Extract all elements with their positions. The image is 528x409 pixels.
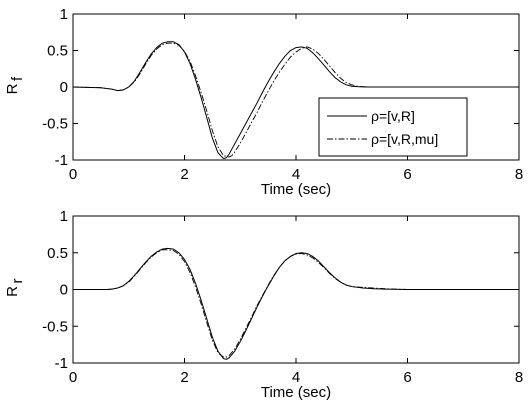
y-axis-label-sub: r (9, 279, 26, 284)
y-tick-label: 0.5 (47, 43, 68, 60)
series-line-dashdot (73, 249, 519, 358)
legend: ρ=[v,R] ρ=[v,R,mu] (318, 97, 468, 157)
y-tick-label: -0.5 (42, 116, 68, 133)
legend-entry-label: ρ=[v,R] (371, 108, 415, 124)
y-axis-label: Rr (4, 279, 26, 297)
y-tick-label: -0.5 (42, 318, 68, 335)
x-tick-label: 6 (403, 369, 411, 386)
x-tick-label: 8 (515, 369, 523, 386)
y-tick-label: -1 (55, 355, 68, 372)
y-axis-label-main: R (4, 83, 21, 94)
y-tick-label: 0 (60, 282, 68, 299)
legend-entry-label: ρ=[v,R,mu] (371, 131, 438, 147)
y-axis-label-main: R (4, 286, 21, 297)
y-tick-label: 0.5 (47, 245, 68, 262)
x-tick-label: 0 (69, 369, 77, 386)
bottom-panel: 0 2 4 6 8 1 0.5 0 -0.5 -1 Time (sec) Rr (4, 208, 523, 401)
x-tick-label: 2 (180, 369, 188, 386)
y-axis-label-sub: f (9, 76, 26, 81)
y-tick-label: -1 (55, 152, 68, 169)
x-tick-label: 0 (69, 166, 77, 183)
x-tick-label: 4 (292, 166, 300, 183)
x-tick-label: 2 (180, 166, 188, 183)
x-tick-label: 4 (292, 369, 300, 386)
x-tick-label: 6 (403, 166, 411, 183)
series-line-dashdot (72, 42, 519, 158)
x-axis-label: Time (sec) (261, 181, 331, 198)
y-tick-label: 1 (60, 208, 68, 225)
y-tick-label: 0 (60, 79, 68, 96)
legend-box (318, 97, 468, 157)
series-line-solid (73, 247, 519, 360)
y-tick-label: 1 (60, 6, 68, 23)
series-line-solid (72, 41, 519, 160)
x-axis-label: Time (sec) (261, 384, 331, 401)
x-tick-label: 8 (515, 166, 523, 183)
y-axis-label: Rf (4, 76, 26, 94)
